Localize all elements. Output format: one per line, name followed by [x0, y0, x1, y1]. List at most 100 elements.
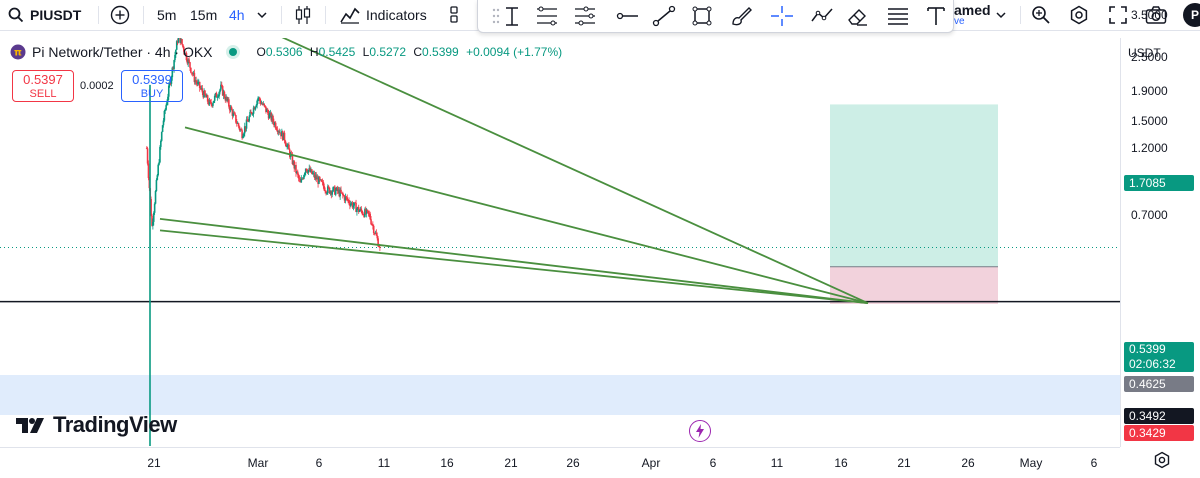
candle-body	[293, 161, 296, 169]
sell-price: 0.5397	[23, 72, 63, 87]
chart-type-button[interactable]	[294, 0, 312, 30]
quick-search-button[interactable]	[1031, 0, 1051, 30]
rectangle-tool[interactable]	[688, 2, 716, 30]
layout-name[interactable]: amed ve	[954, 0, 991, 30]
candle-body	[300, 178, 303, 183]
candle-body	[202, 92, 205, 98]
candle-body	[182, 44, 184, 47]
gear-icon	[1070, 5, 1088, 25]
eraser-tool[interactable]	[844, 2, 872, 30]
fib-tool[interactable]	[533, 2, 561, 30]
templates-button[interactable]	[450, 0, 468, 30]
chevron-down-icon	[257, 12, 267, 19]
candle-body	[264, 105, 266, 107]
candle-body	[372, 225, 375, 234]
candle-body	[273, 121, 275, 126]
parallel-channel-tool[interactable]	[571, 2, 599, 30]
fullscreen-button[interactable]	[1109, 0, 1127, 30]
candle-body	[248, 116, 250, 122]
candle-body	[172, 67, 174, 69]
add-symbol-button[interactable]	[110, 0, 130, 30]
candle-body	[232, 112, 235, 116]
candle-body	[256, 100, 258, 106]
candle-body	[175, 41, 178, 50]
candle-body	[275, 128, 278, 130]
candle-body	[195, 80, 197, 83]
candle-body	[250, 111, 252, 113]
candle-body	[357, 207, 360, 212]
candle-body	[297, 174, 300, 179]
interval-15m[interactable]: 15m	[190, 7, 218, 23]
path-tool[interactable]	[808, 2, 836, 30]
candle-body	[289, 149, 291, 157]
candle-body	[237, 123, 240, 127]
crosshair-tool[interactable]	[768, 2, 796, 30]
time-tick-label: Mar	[247, 456, 269, 470]
candle-body	[196, 82, 198, 84]
time-tick-label: 16	[834, 456, 848, 470]
layout-dropdown[interactable]	[995, 0, 1007, 30]
candle-body	[244, 126, 247, 129]
time-tick-label: 21	[147, 456, 161, 470]
candle-body	[166, 102, 168, 106]
candle-body	[259, 100, 262, 105]
lines-tool[interactable]	[884, 2, 912, 30]
candle-body	[334, 186, 336, 195]
time-tick-label: 16	[440, 456, 454, 470]
candle-body	[252, 107, 255, 114]
interval-5m[interactable]: 5m	[157, 7, 177, 23]
candle-body	[243, 133, 245, 137]
candle-body	[311, 169, 313, 174]
time-tick-label: May	[1019, 456, 1043, 470]
horizontal-ray-tool[interactable]	[613, 2, 641, 30]
time-tick-label: 26	[961, 456, 975, 470]
candle-body	[205, 95, 208, 98]
vertical-line-tool[interactable]	[498, 2, 526, 30]
trendline-upper	[281, 38, 869, 304]
symbol-search[interactable]: PIUSDT	[8, 0, 81, 30]
candle-body	[158, 162, 160, 165]
candle-body	[152, 212, 155, 222]
candle-body	[314, 175, 317, 178]
candle-body	[341, 192, 343, 194]
price-tick-label: 2.5000	[1131, 50, 1168, 65]
indicators-button[interactable]: Indicators	[340, 0, 427, 30]
price-axis[interactable]: USDT 3.50002.50001.90001.50001.20000.900…	[1120, 8, 1200, 447]
candle-body	[204, 90, 206, 95]
candle-body	[153, 203, 156, 213]
news-flash-button[interactable]	[689, 420, 711, 442]
candle-body	[150, 199, 152, 216]
candle-body	[368, 213, 371, 215]
candle-body	[296, 171, 298, 173]
buy-button[interactable]: 0.5399 BUY	[121, 70, 183, 102]
drag-handle[interactable]	[482, 2, 510, 30]
interval-dropdown[interactable]	[256, 0, 268, 30]
candle-body	[234, 113, 236, 116]
sell-button[interactable]: 0.5397 SELL	[12, 70, 74, 102]
price-chart[interactable]	[0, 38, 1120, 447]
avatar[interactable]: P	[1183, 3, 1200, 27]
candle-body	[361, 210, 364, 215]
candle-body	[343, 196, 346, 201]
candle-body	[246, 119, 249, 122]
settings-button[interactable]	[1069, 0, 1089, 30]
candle-body	[167, 85, 170, 97]
candle-body	[227, 99, 229, 101]
interval-4h[interactable]: 4h	[229, 7, 245, 23]
snapshot-button[interactable]	[1145, 0, 1167, 30]
candle-body	[205, 94, 207, 98]
candle-body	[322, 182, 325, 187]
candle-body	[350, 202, 353, 204]
trend-line-tool[interactable]	[650, 2, 678, 30]
currency-label[interactable]: USDT	[1128, 46, 1161, 60]
candle-body	[310, 169, 312, 172]
candle-body	[268, 113, 271, 119]
brush-tool[interactable]	[728, 2, 756, 30]
candle-body	[349, 203, 352, 206]
text-tool[interactable]	[922, 2, 950, 30]
candle-body	[156, 175, 159, 180]
axis-settings-button[interactable]	[1153, 451, 1173, 471]
position-profit-zone	[830, 104, 998, 267]
buy-price: 0.5399	[132, 72, 172, 87]
time-axis[interactable]: 21 Mar 6 11 16 21 26 Apr 6 11 16 21 26 May 6	[0, 447, 1120, 478]
